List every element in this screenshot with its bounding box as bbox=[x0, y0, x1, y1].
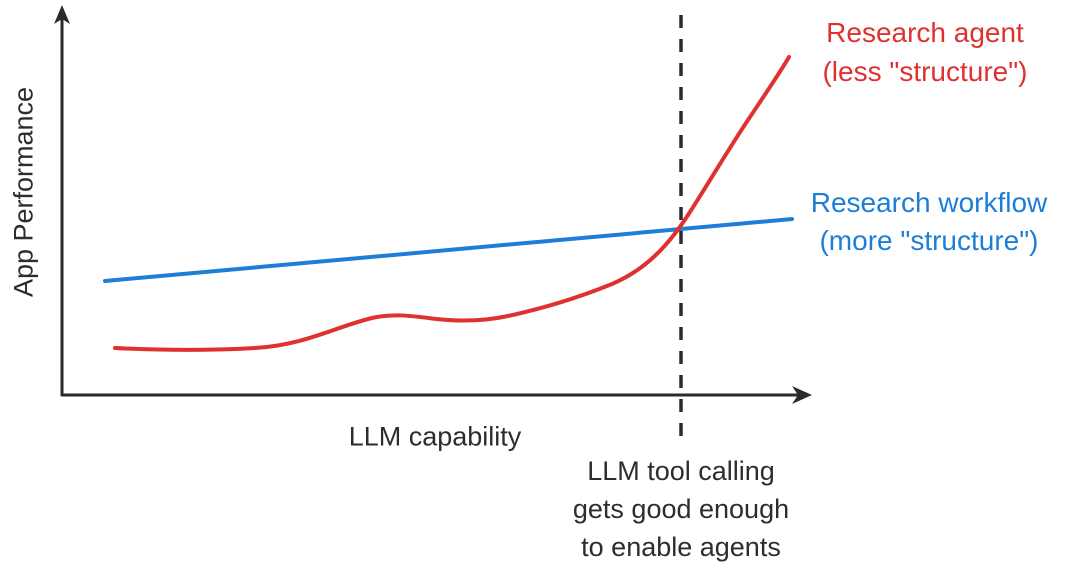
y-axis-label: App Performance bbox=[8, 86, 39, 298]
red-series-label-line-2: (less "structure") bbox=[822, 56, 1028, 87]
annotation-line-1: LLM tool calling bbox=[587, 456, 775, 486]
blue-series-label: Research workflow (more "structure") bbox=[811, 184, 1048, 260]
blue-workflow-line bbox=[103, 217, 794, 283]
y-axis-arrowhead bbox=[54, 5, 70, 24]
blue-series-label-line-2: (more "structure") bbox=[819, 225, 1039, 256]
annotation-line-3: to enable agents bbox=[581, 532, 781, 562]
red-series-label: Research agent (less "structure") bbox=[822, 13, 1027, 91]
x-axis-arrowhead bbox=[792, 386, 812, 404]
x-axis-label: LLM capability bbox=[348, 421, 522, 452]
red-agent-curve bbox=[113, 55, 791, 352]
annotation-line-2: gets good enough bbox=[572, 494, 790, 524]
blue-series-label-line-1: Research workflow bbox=[810, 187, 1048, 218]
dashed-line-annotation: LLM tool calling gets good enough to ena… bbox=[573, 452, 789, 566]
red-series-label-line-1: Research agent bbox=[826, 17, 1024, 48]
